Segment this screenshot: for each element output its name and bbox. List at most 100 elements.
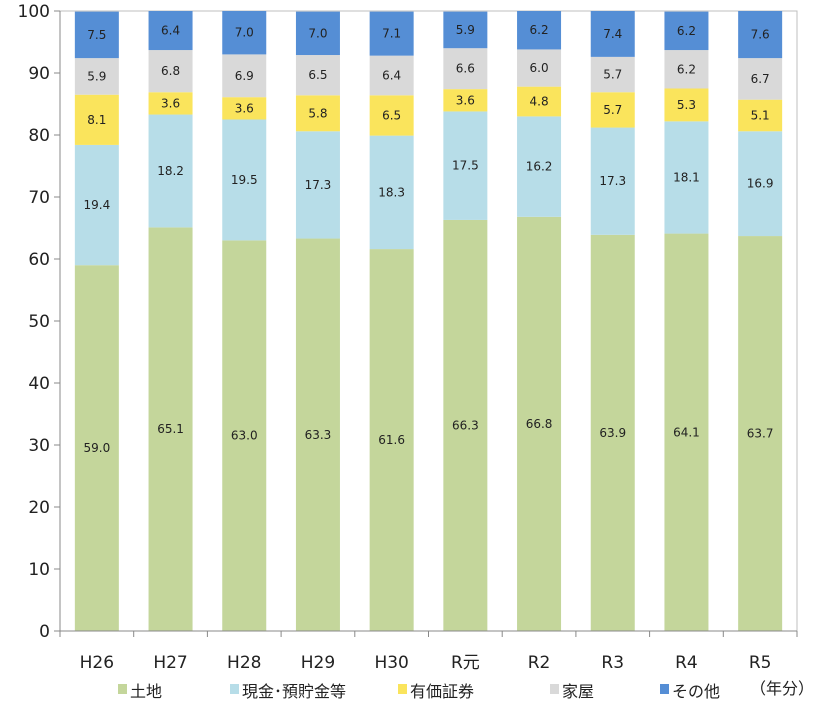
data-label: 6.2 (677, 62, 696, 76)
data-label: 8.1 (87, 113, 106, 127)
y-tick-label: 90 (28, 64, 50, 84)
data-label: 3.6 (456, 93, 475, 107)
bar-segment (443, 89, 488, 112)
y-tick-label: 50 (28, 312, 50, 332)
data-label: 7.0 (308, 26, 327, 40)
bar-segment (443, 48, 488, 90)
bar-segment (590, 234, 635, 631)
y-tick-label: 60 (28, 250, 50, 270)
bar-segment (369, 135, 414, 250)
bar-segment (148, 11, 193, 51)
data-label: 6.8 (161, 64, 180, 78)
legend-label: 現金･預貯金等 (242, 682, 346, 701)
bar-segment (590, 127, 635, 235)
bar-segment (148, 92, 193, 115)
bar-segment (222, 119, 267, 241)
bar-segment (590, 11, 635, 57)
bar-segment (664, 88, 709, 122)
data-label: 6.0 (530, 61, 549, 75)
data-label: 3.6 (161, 96, 180, 110)
data-label: 63.0 (231, 429, 258, 443)
bar-segment (443, 219, 488, 631)
bars: 59.0 19.4 8.1 5.9 7.5 65.1 18.2 3.6 6.8 6.4 63.0 19… (74, 11, 783, 632)
data-label: 63.9 (599, 426, 626, 440)
bar-segment (517, 216, 562, 631)
bar-segment (517, 116, 562, 217)
bar-segment (295, 238, 340, 632)
x-tick-label: R元 (451, 653, 480, 673)
data-label: 16.2 (526, 160, 553, 174)
y-tick-label: 0 (39, 622, 50, 642)
data-label: 63.7 (747, 427, 774, 441)
data-label: 19.4 (83, 198, 110, 212)
data-label: 17.3 (305, 178, 332, 192)
bar-segment (295, 131, 340, 239)
x-tick-label: R5 (749, 653, 772, 673)
y-tick-label: 10 (28, 560, 50, 580)
legend: 土地 現金･預貯金等 有価証券 家屋 その他 (118, 682, 720, 701)
data-label: 17.3 (599, 174, 626, 188)
data-label: 6.2 (677, 24, 696, 38)
data-label: 7.0 (235, 26, 254, 40)
legend-label: 家屋 (562, 682, 594, 701)
bar-segment (664, 11, 709, 51)
bar-segment (590, 92, 635, 128)
data-label: 6.5 (382, 108, 401, 122)
y-tick-label: 100 (18, 2, 50, 22)
y-tick-label: 40 (28, 374, 50, 394)
bar-segment (148, 114, 193, 228)
data-label: 5.9 (456, 23, 475, 37)
bar-segment (222, 11, 267, 55)
bar-segment (369, 55, 414, 96)
bar-segment (74, 144, 119, 266)
data-label: 7.6 (751, 28, 770, 42)
bar-segment (590, 56, 635, 93)
bar-segment (738, 236, 783, 631)
x-tick-label: R3 (601, 653, 624, 673)
data-label: 7.5 (87, 28, 106, 42)
bar-segment (295, 95, 340, 132)
bar-segment (295, 11, 340, 56)
x-tick-label: H26 (80, 653, 114, 673)
y-tick-label: 20 (28, 498, 50, 518)
data-label: 7.1 (382, 27, 401, 41)
data-label: 5.3 (677, 98, 696, 112)
data-label: 18.3 (378, 185, 405, 199)
bar-segment (74, 265, 119, 631)
bar-segment (517, 86, 562, 117)
data-label: 63.3 (305, 428, 332, 442)
data-label: 3.6 (235, 101, 254, 115)
data-label: 6.6 (456, 62, 475, 76)
bar-segment (74, 94, 119, 145)
data-label: 6.9 (235, 69, 254, 83)
data-label: 64.1 (673, 425, 700, 439)
axes: 0 10 20 30 40 50 60 70 80 90 100 H26 H27 H28 H29 H30 R元 R… (18, 2, 798, 673)
data-label: 5.9 (87, 69, 106, 83)
bar-segment (148, 50, 193, 93)
data-label: 5.1 (751, 108, 770, 122)
x-tick-label: R2 (528, 653, 551, 673)
bar-segment (664, 121, 709, 234)
legend-label: 有価証券 (410, 682, 474, 701)
data-label: 59.0 (83, 441, 110, 455)
legend-label: その他 (672, 682, 720, 701)
x-tick-label: H28 (227, 653, 261, 673)
data-label: 6.4 (382, 68, 401, 82)
data-label: 61.6 (378, 433, 405, 447)
bar-segment (222, 54, 267, 98)
data-label: 6.5 (308, 68, 327, 82)
bar-segment (369, 95, 414, 136)
data-label: 6.7 (751, 72, 770, 86)
data-label: 5.7 (603, 103, 622, 117)
legend-swatch (398, 684, 407, 694)
x-tick-label: H30 (374, 653, 408, 673)
bar-segment (222, 97, 267, 120)
bar-segment (222, 240, 267, 631)
bar-segment (517, 11, 562, 50)
data-label: 5.8 (308, 106, 327, 120)
y-tick-label: 80 (28, 126, 50, 146)
data-label: 65.1 (157, 422, 184, 436)
legend-swatch (118, 684, 127, 694)
data-label: 6.4 (161, 24, 180, 38)
